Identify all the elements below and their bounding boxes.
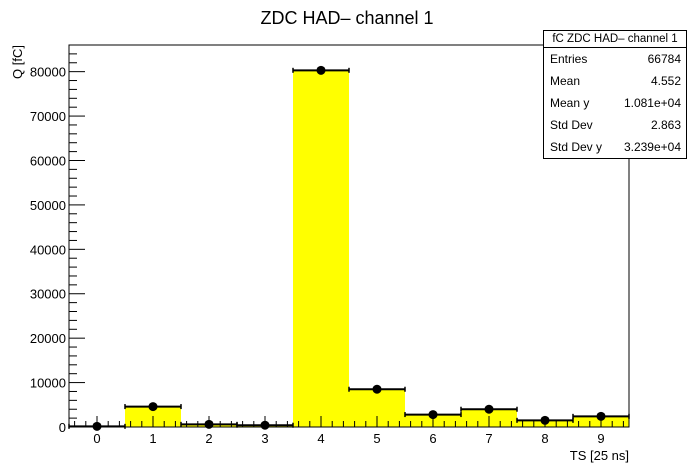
stats-label: Std Dev y [550,140,603,154]
histogram-bar [293,70,349,427]
stats-row-std-dev-y: Std Dev y 3.239e+04 [544,136,686,158]
data-point [484,404,494,414]
plot-frame [68,44,630,428]
y-tick-label: 60000 [30,153,66,168]
data-point [428,410,438,420]
stats-row-mean-y: Mean y 1.081e+04 [544,92,686,114]
data-point [148,402,158,412]
y-tick-label: 20000 [30,331,66,346]
y-tick-label: 40000 [30,242,66,257]
chart-title: ZDC HAD– channel 1 [260,8,433,28]
stats-value: 3.239e+04 [623,140,681,154]
x-tick-label: 7 [485,431,492,446]
stats-label: Std Dev [550,118,593,132]
stats-row-std-dev: Std Dev 2.863 [544,114,686,136]
x-tick-label: 4 [317,431,324,446]
x-tick-label: 8 [541,431,548,446]
stats-row-entries: Entries 66784 [544,48,686,70]
y-tick-label: 10000 [30,376,66,391]
stats-label: Mean y [550,96,590,110]
x-tick-label: 3 [261,431,268,446]
stats-row-mean: Mean 4.552 [544,70,686,92]
x-tick-label: 0 [93,431,100,446]
stats-box: fC ZDC HAD– channel 1 Entries 66784 Mean… [543,30,687,159]
y-tick-label: 30000 [30,287,66,302]
stats-title: fC ZDC HAD– channel 1 [544,31,686,48]
y-axis-label: Q [fC] [10,45,25,79]
stats-value: 1.081e+04 [623,96,681,110]
stats-value: 4.552 [650,74,681,88]
x-axis-label: TS [25 ns] [570,448,629,463]
x-tick-label: 9 [597,431,604,446]
axes-group: 0 10000 20000 30000 40000 50000 60000 70000 8000… [30,44,630,446]
x-tick-label: 2 [205,431,212,446]
stats-label: Mean [550,74,581,88]
y-tick-label: 70000 [30,109,66,124]
x-tick-label: 1 [149,431,156,446]
y-tick-label: 80000 [30,65,66,80]
stats-value: 66784 [647,52,681,66]
y-tick-label: 0 [59,420,66,435]
x-tick-label: 6 [429,431,436,446]
data-point [316,65,326,75]
stats-label: Entries [550,52,588,66]
stats-value: 2.863 [650,118,681,132]
y-tick-label: 50000 [30,198,66,213]
x-tick-label: 5 [373,431,380,446]
data-point [372,384,382,394]
